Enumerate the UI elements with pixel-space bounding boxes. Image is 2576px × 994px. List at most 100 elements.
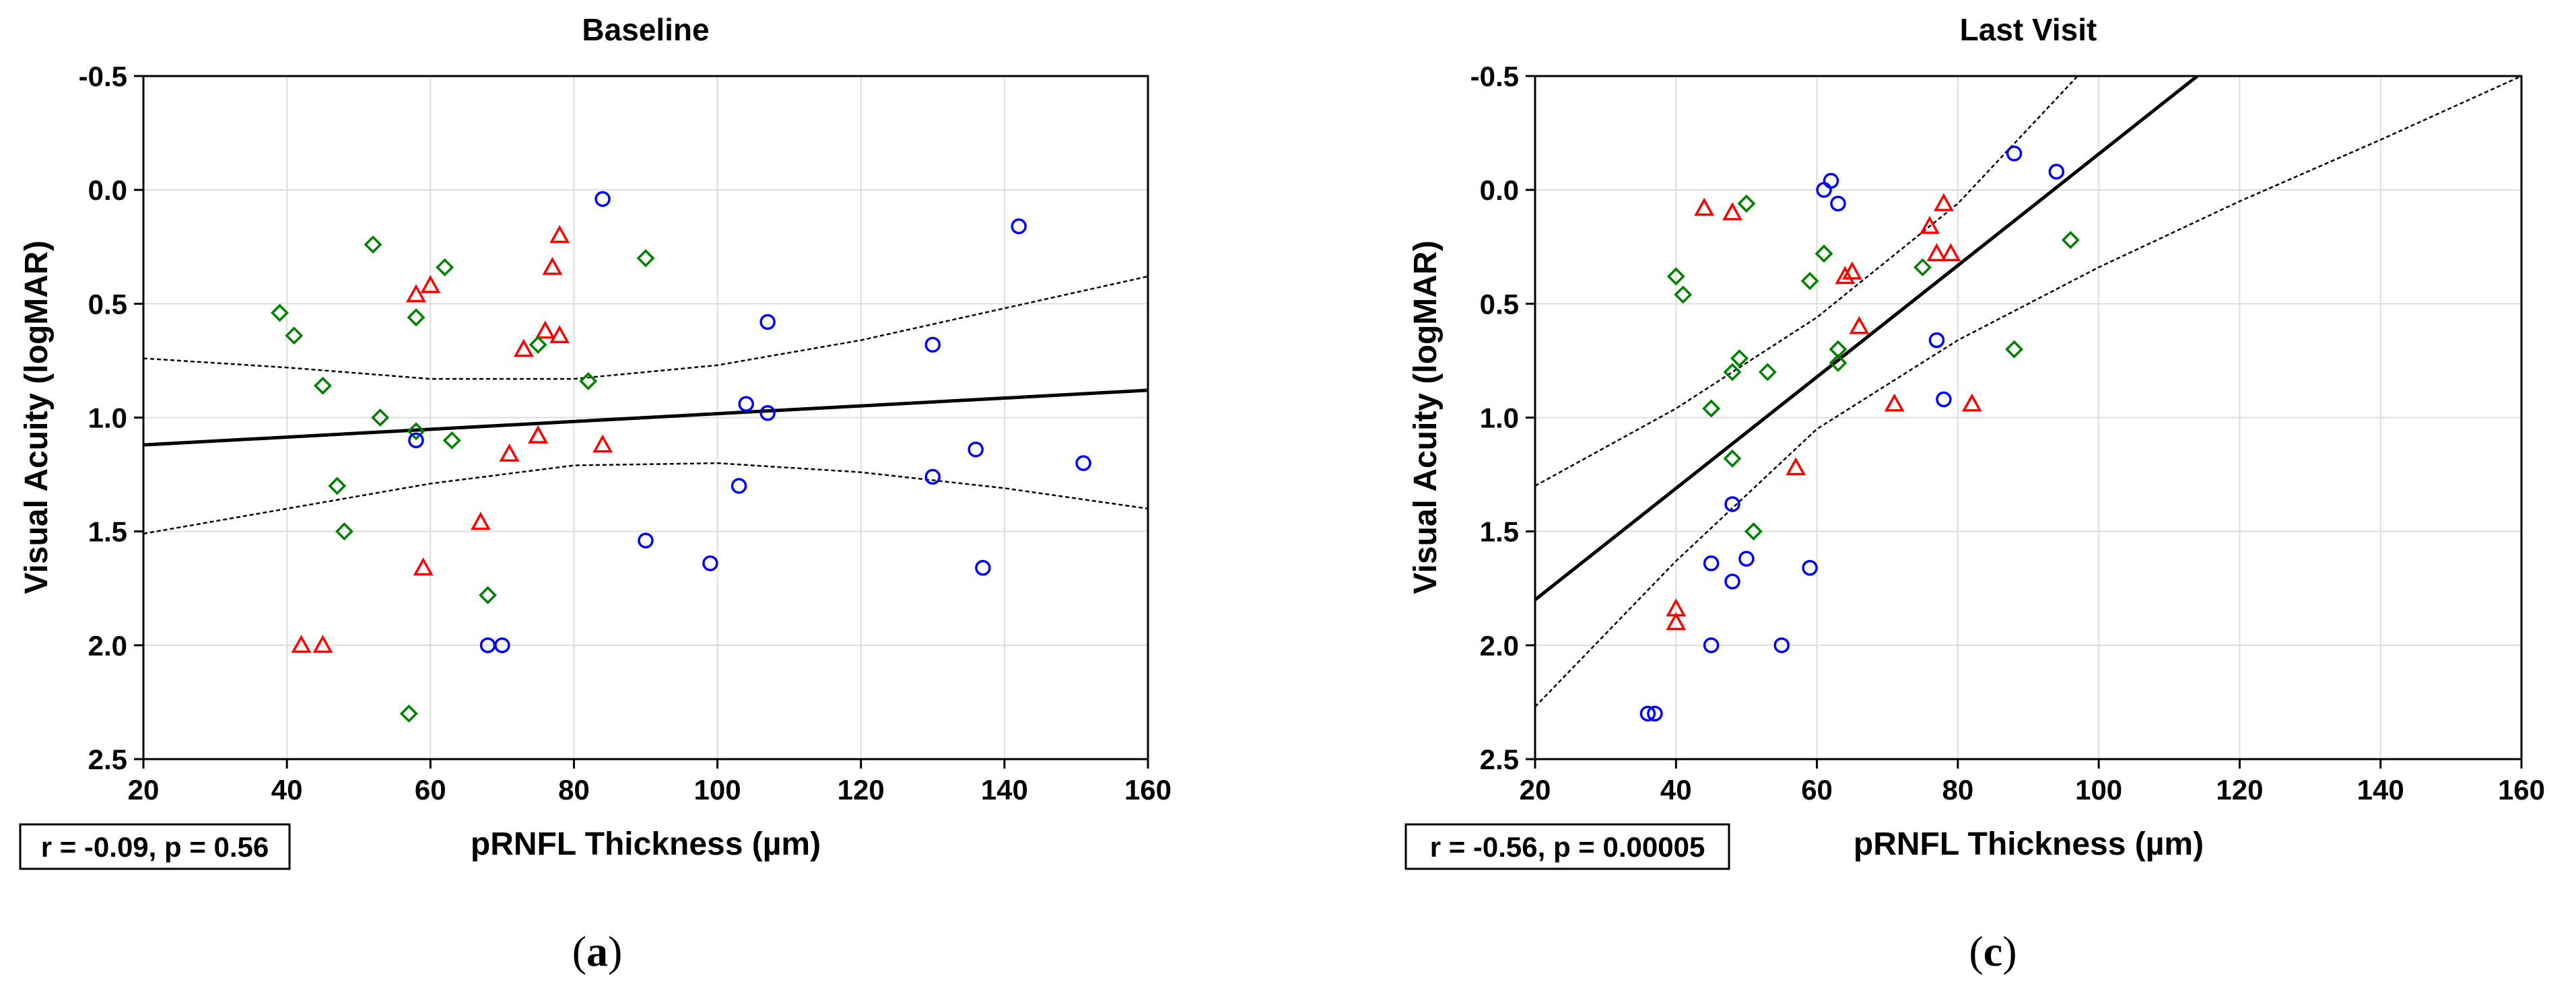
chart-last-visit: 20 40 60 80 100 120 140 160 -0.5 0.0 0.5 1.0 1.5 2.0 2… (1404, 12, 2545, 975)
y-tick-label: 0.5 (1480, 288, 1519, 320)
data-point-diamond (436, 258, 454, 277)
data-point-diamond (579, 371, 598, 390)
x-tick-label: 100 (694, 774, 741, 806)
x-tick-label: 80 (1942, 774, 1973, 806)
panel-paren-close: ) (2002, 927, 2016, 975)
regression-line (143, 388, 1148, 447)
y-tick-label: 1.0 (88, 402, 127, 434)
data-point-diamond (285, 326, 304, 345)
data-point-diamond (1744, 522, 1763, 541)
data-point-diamond (1913, 258, 1932, 277)
data-point-circle (759, 404, 776, 421)
data-point-triangle (312, 635, 333, 653)
data-point-diamond (328, 476, 347, 495)
data-point-circle (1011, 218, 1027, 235)
data-point-triangle (1694, 197, 1715, 216)
data-point-triangle (1841, 261, 1862, 280)
data-point-diamond (407, 308, 426, 327)
data-point-circle (1075, 455, 1091, 471)
data-point-circle (924, 336, 941, 353)
data-point-diamond (1723, 363, 1742, 382)
fit-lines (143, 275, 1148, 535)
data-point-diamond (407, 422, 426, 441)
data-point-triangle (549, 225, 570, 244)
data-point-circle (1647, 705, 1663, 722)
y-tick-label: 0.0 (88, 174, 127, 206)
data-point-triangle (1920, 215, 1940, 234)
data-point-triangle (592, 434, 613, 453)
data-point-diamond (271, 304, 289, 322)
y-tick-label: 2.5 (88, 744, 127, 775)
data-point-diamond (1702, 399, 1721, 418)
confidence-band-upper (1535, 76, 2078, 487)
data-point-diamond (1730, 349, 1749, 368)
data-point-circle (1724, 573, 1740, 590)
chart-baseline: 20 40 60 80 100 120 140 160 -0.5 0.0 0.5 1.0 1.5 2.0 2… (19, 12, 1172, 975)
data-point-triangle (413, 557, 434, 576)
data-point-diamond (2005, 340, 2024, 359)
series-circle (408, 190, 1091, 653)
x-axis-label: pRNFL Thickness (µm) (471, 826, 821, 862)
data-point-diamond (1723, 449, 1742, 468)
data-point-circle (975, 560, 991, 576)
y-tick-label: 0.5 (88, 288, 127, 320)
fit-lines (1535, 76, 2521, 708)
data-point-diamond (313, 376, 332, 395)
data-point-triangle (549, 325, 570, 344)
data-point-triangle (1926, 243, 1947, 262)
data-point-triangle (542, 256, 563, 275)
data-point-diamond (636, 249, 655, 268)
series-diamond (1666, 194, 2080, 541)
data-point-triangle (499, 443, 520, 462)
data-point-circle (1703, 555, 1720, 571)
x-tick-label: 60 (1801, 774, 1833, 806)
y-tick-label: -0.5 (1470, 61, 1519, 92)
panel-paren-close: ) (608, 927, 622, 975)
data-point-triangle (513, 339, 534, 357)
stat-label: r = -0.56, p = 0.00005 (1430, 831, 1705, 863)
data-point-diamond (1800, 272, 1819, 290)
data-point-diamond (1815, 244, 1833, 263)
y-tick-label: 2.0 (88, 630, 127, 662)
y-tick-label: 1.0 (1480, 402, 1519, 434)
chart-title: Baseline (582, 12, 709, 47)
data-point-diamond (1666, 267, 1685, 286)
panel-label: (a) (572, 927, 623, 975)
x-tick-label: 20 (1520, 774, 1551, 806)
x-tick-label: 140 (981, 774, 1028, 806)
data-point-circle (2048, 164, 2065, 180)
y-tick-label: 0.0 (1480, 174, 1519, 206)
data-point-circle (638, 532, 654, 548)
data-point-triangle (1835, 266, 1856, 285)
data-point-diamond (1737, 194, 1756, 213)
data-point-triangle (1666, 612, 1687, 631)
data-point-circle (968, 441, 984, 458)
data-point-circle (702, 555, 718, 571)
data-point-circle (494, 637, 510, 653)
data-point-triangle (1849, 316, 1870, 334)
data-point-circle (1639, 705, 1656, 722)
data-point-circle (1703, 637, 1720, 653)
data-point-triangle (1933, 192, 1954, 211)
data-point-circle (924, 468, 941, 485)
data-point-circle (1724, 496, 1740, 512)
x-tick-label: 120 (2216, 774, 2263, 806)
x-axis-label: pRNFL Thickness (µm) (1854, 826, 2204, 862)
y-axis-label: Visual Acuity (logMAR) (1408, 240, 1444, 594)
panel-letter: c (1984, 927, 2002, 975)
data-point-circle (408, 432, 424, 449)
data-point-diamond (335, 522, 353, 541)
data-point-circle (1936, 391, 1952, 408)
data-point-diamond (399, 704, 418, 723)
x-tick-label: 100 (2075, 774, 2122, 806)
data-point-diamond (1674, 285, 1693, 304)
data-point-diamond (529, 335, 547, 354)
x-tick-label: 60 (415, 774, 446, 806)
stat-label: r = -0.09, p = 0.56 (41, 831, 269, 863)
data-point-diamond (479, 585, 498, 604)
data-point-circle (595, 190, 611, 207)
confidence-band-lower (1535, 76, 2521, 708)
data-point-circle (738, 396, 754, 412)
y-tick-label: 2.0 (1480, 630, 1519, 662)
data-point-triangle (535, 320, 555, 339)
